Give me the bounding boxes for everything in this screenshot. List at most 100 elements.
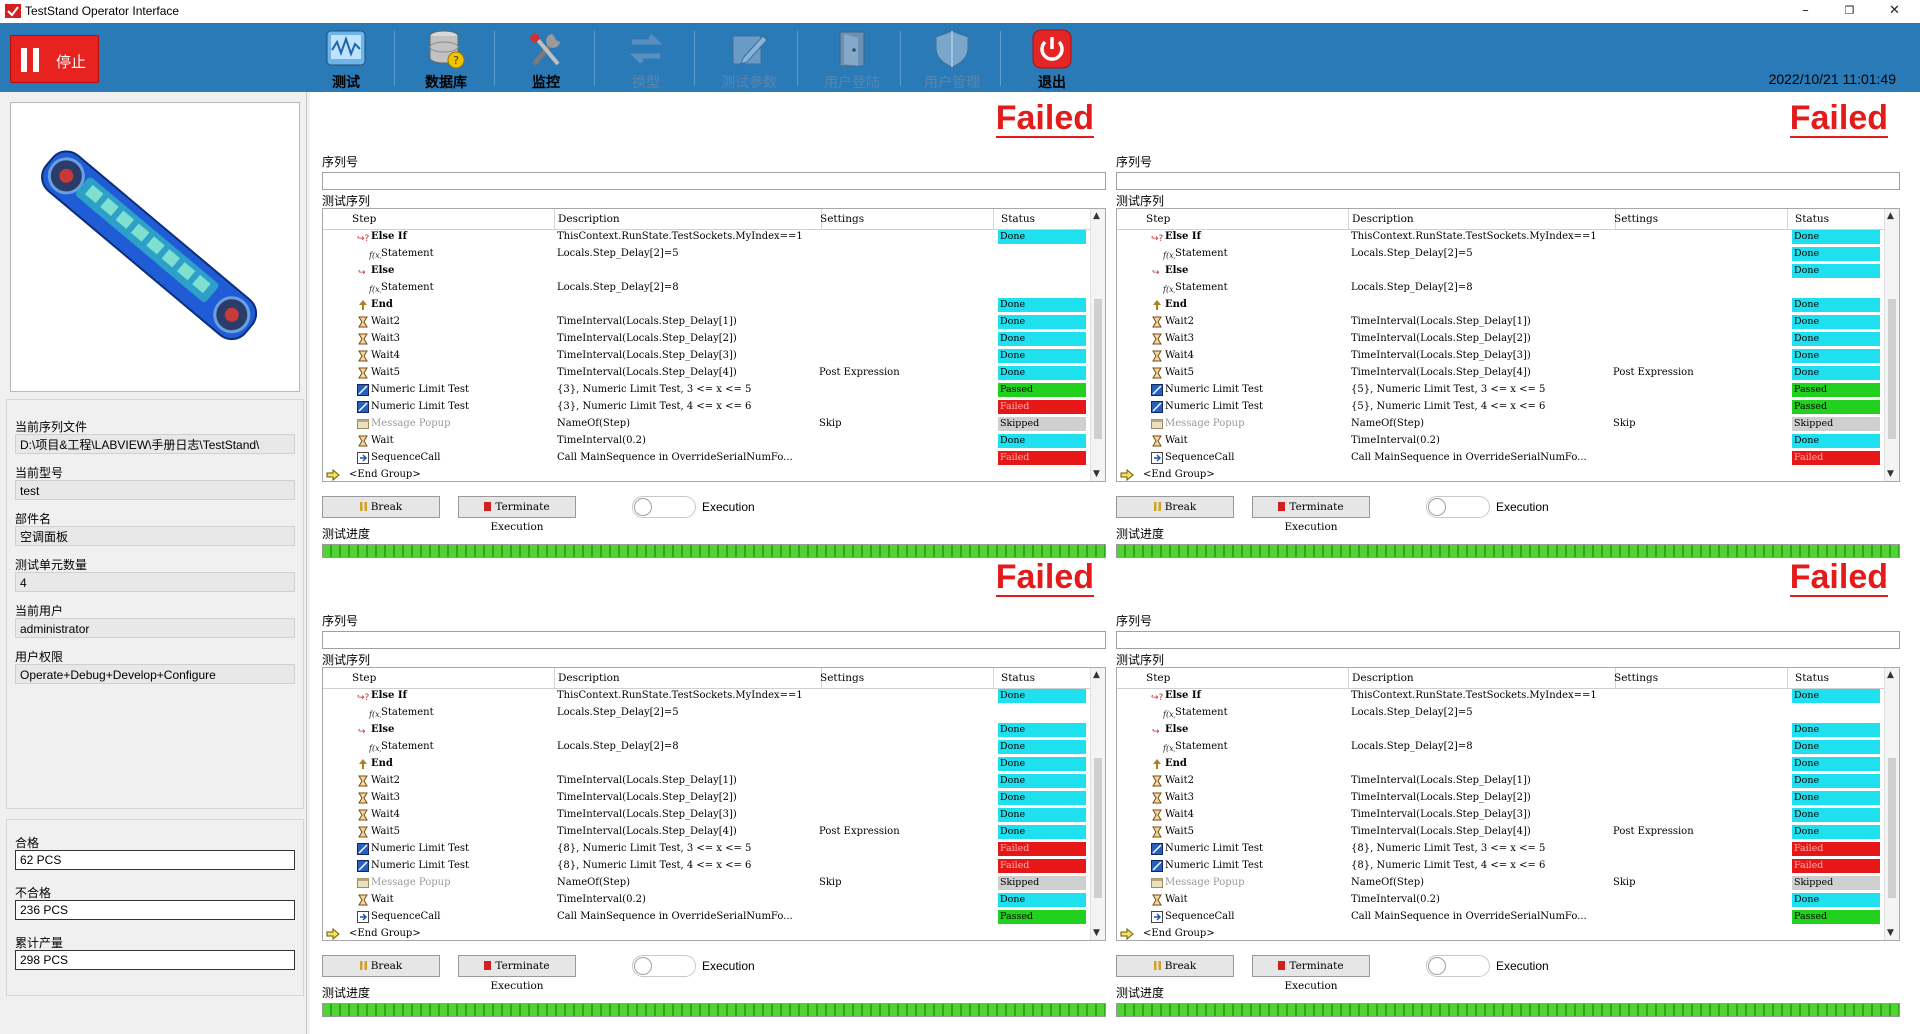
toolbar-login-button[interactable]: 用户登陆 [803,23,901,92]
toolbar-database-button[interactable]: ? 数据库 [397,23,495,92]
terminate-execution-button[interactable]: Terminate Execution [458,955,576,992]
sequence-step-row[interactable]: Numeric Limit Test {5}, Numeric Limit Tes… [1117,399,1885,416]
scroll-down-arrow-icon[interactable]: ▼ [1093,928,1100,938]
column-divider[interactable] [1787,209,1788,229]
execution-toggle[interactable] [632,496,696,518]
sequence-step-row[interactable]: Wait3 TimeInterval(Locals.Step_Delay[2]) D… [1117,331,1885,348]
sequence-step-row[interactable]: Wait3 TimeInterval(Locals.Step_Delay[2]) D… [323,331,1091,348]
break-button[interactable]: Break [322,955,440,977]
column-divider[interactable] [554,668,555,688]
close-button[interactable]: ✕ [1889,3,1900,18]
sequence-step-row[interactable]: f(x)Statement Locals.Step_Delay[2]=8 [1117,280,1885,297]
sequence-step-row[interactable]: SequenceCall Call MainSequence in Overrid… [323,909,1091,926]
sequence-step-row[interactable]: f(x)Statement Locals.Step_Delay[2]=5 [323,246,1091,263]
sequence-step-row[interactable]: Wait5 TimeInterval(Locals.Step_Delay[4]) P… [323,365,1091,382]
toolbar-user-mgmt-button[interactable]: 用户管理 [903,23,1001,92]
serial-input[interactable] [1116,172,1900,190]
col-settings-header[interactable]: Settings [820,672,865,684]
column-divider[interactable] [1615,209,1616,229]
col-description-header[interactable]: Description [558,672,620,684]
sequence-step-row[interactable]: Message Popup NameOf(Step) Skip Skipped [1117,875,1885,892]
column-divider[interactable] [993,209,994,229]
sequence-step-row[interactable]: Wait2 TimeInterval(Locals.Step_Delay[1]) D… [1117,314,1885,331]
sequence-step-row[interactable]: f(x)Statement Locals.Step_Delay[2]=8 Done [323,739,1091,756]
minimize-button[interactable]: – [1802,3,1809,18]
sequence-step-row[interactable]: SequenceCall Call MainSequence in Overrid… [323,450,1091,467]
sequence-step-row[interactable]: Wait5 TimeInterval(Locals.Step_Delay[4]) P… [323,824,1091,841]
sequence-step-row[interactable]: Message Popup NameOf(Step) Skip Skipped [1117,416,1885,433]
sequence-step-row[interactable]: ↪? Else If ThisContext.RunState.TestSocket… [323,229,1091,246]
sequence-step-row[interactable]: Wait2 TimeInterval(Locals.Step_Delay[1]) D… [323,314,1091,331]
col-status-header[interactable]: Status [1001,672,1036,684]
col-settings-header[interactable]: Settings [1614,213,1659,225]
sequence-step-row[interactable]: SequenceCall Call MainSequence in Overrid… [1117,450,1885,467]
sequence-scrollbar[interactable]: ▲ ▼ [1884,668,1899,940]
sequence-step-row[interactable]: Message Popup NameOf(Step) Skip Skipped [323,416,1091,433]
sequence-step-row[interactable]: f(x)Statement Locals.Step_Delay[2]=5 [1117,705,1885,722]
sequence-step-row[interactable]: Numeric Limit Test {5}, Numeric Limit Tes… [1117,382,1885,399]
sequence-step-row[interactable]: Wait2 TimeInterval(Locals.Step_Delay[1]) D… [1117,773,1885,790]
sequence-step-row[interactable]: End Done [1117,297,1885,314]
sequence-view[interactable]: Step Description Settings Status ↪? Else If Th… [1116,208,1900,482]
scroll-thumb[interactable] [1094,758,1102,898]
sequence-scrollbar[interactable]: ▲ ▼ [1884,209,1899,481]
sequence-view[interactable]: Step Description Settings Status ↪? Else If Th… [1116,667,1900,941]
sequence-step-row[interactable]: End Done [323,297,1091,314]
terminate-execution-button[interactable]: Terminate Execution [1252,496,1370,533]
column-divider[interactable] [1348,668,1349,688]
scroll-thumb[interactable] [1888,758,1896,898]
sequence-step-row[interactable]: ↪ Else Done [1117,263,1885,280]
sequence-step-row[interactable]: Wait TimeInterval(0.2) Done [323,433,1091,450]
sequence-step-row[interactable]: ↪ Else Done [323,722,1091,739]
sequence-step-row[interactable]: Numeric Limit Test {8}, Numeric Limit Tes… [323,858,1091,875]
sequence-step-row[interactable]: Numeric Limit Test {8}, Numeric Limit Tes… [1117,841,1885,858]
sequence-step-row[interactable]: Wait3 TimeInterval(Locals.Step_Delay[2]) D… [323,790,1091,807]
restore-button[interactable]: ❐ [1844,4,1855,17]
sequence-step-row[interactable]: SequenceCall Call MainSequence in Overrid… [1117,909,1885,926]
scroll-down-arrow-icon[interactable]: ▼ [1887,928,1894,938]
col-status-header[interactable]: Status [1795,672,1830,684]
scroll-up-arrow-icon[interactable]: ▲ [1887,211,1894,221]
serial-input[interactable] [322,172,1106,190]
stop-button[interactable]: 停止 [10,35,99,83]
sequence-step-row[interactable]: Wait5 TimeInterval(Locals.Step_Delay[4]) P… [1117,365,1885,382]
sequence-step-row[interactable]: Wait4 TimeInterval(Locals.Step_Delay[3]) D… [1117,348,1885,365]
sequence-view[interactable]: Step Description Settings Status ↪? Else If Th… [322,667,1106,941]
sequence-step-row[interactable]: End Done [323,756,1091,773]
serial-input[interactable] [322,631,1106,649]
sequence-step-row[interactable]: Wait TimeInterval(0.2) Done [1117,433,1885,450]
sequence-step-row[interactable]: f(x)Statement Locals.Step_Delay[2]=8 Done [1117,739,1885,756]
sequence-step-row[interactable]: ↪ Else [323,263,1091,280]
toolbar-test-params-button[interactable]: 测试参数 [700,23,798,92]
sequence-step-row[interactable]: <End Group> [323,926,1091,940]
toolbar-exit-button[interactable]: 退出 [1003,23,1101,92]
toolbar-monitor-button[interactable]: 监控 [497,23,595,92]
toolbar-test-button[interactable]: 测试 [297,23,395,92]
sequence-step-row[interactable]: Numeric Limit Test {3}, Numeric Limit Tes… [323,382,1091,399]
col-settings-header[interactable]: Settings [820,213,865,225]
sequence-step-row[interactable]: <End Group> [1117,467,1885,481]
column-divider[interactable] [821,209,822,229]
break-button[interactable]: Break [1116,496,1234,518]
toolbar-changeover-button[interactable]: 换型 [597,23,695,92]
sequence-step-row[interactable]: Wait3 TimeInterval(Locals.Step_Delay[2]) D… [1117,790,1885,807]
sequence-view[interactable]: Step Description Settings Status ↪? Else If Th… [322,208,1106,482]
break-button[interactable]: Break [1116,955,1234,977]
scroll-up-arrow-icon[interactable]: ▲ [1887,670,1894,680]
sequence-step-row[interactable]: Wait4 TimeInterval(Locals.Step_Delay[3]) D… [1117,807,1885,824]
sequence-step-row[interactable]: ↪? Else If ThisContext.RunState.TestSocket… [1117,688,1885,705]
scroll-down-arrow-icon[interactable]: ▼ [1887,469,1894,479]
sequence-step-row[interactable]: f(x)Statement Locals.Step_Delay[2]=5 [323,705,1091,722]
sequence-step-row[interactable]: ↪ Else Done [1117,722,1885,739]
terminate-execution-button[interactable]: Terminate Execution [1252,955,1370,992]
sequence-step-row[interactable]: Numeric Limit Test {3}, Numeric Limit Tes… [323,399,1091,416]
sequence-step-row[interactable]: Wait TimeInterval(0.2) Done [1117,892,1885,909]
sequence-step-row[interactable]: ↪? Else If ThisContext.RunState.TestSocket… [323,688,1091,705]
sequence-scrollbar[interactable]: ▲ ▼ [1090,209,1105,481]
col-description-header[interactable]: Description [558,213,620,225]
sequence-step-row[interactable]: <End Group> [323,467,1091,481]
sequence-step-row[interactable]: Numeric Limit Test {8}, Numeric Limit Tes… [1117,858,1885,875]
sequence-step-row[interactable]: Numeric Limit Test {8}, Numeric Limit Tes… [323,841,1091,858]
column-divider[interactable] [1348,209,1349,229]
execution-toggle[interactable] [1426,496,1490,518]
